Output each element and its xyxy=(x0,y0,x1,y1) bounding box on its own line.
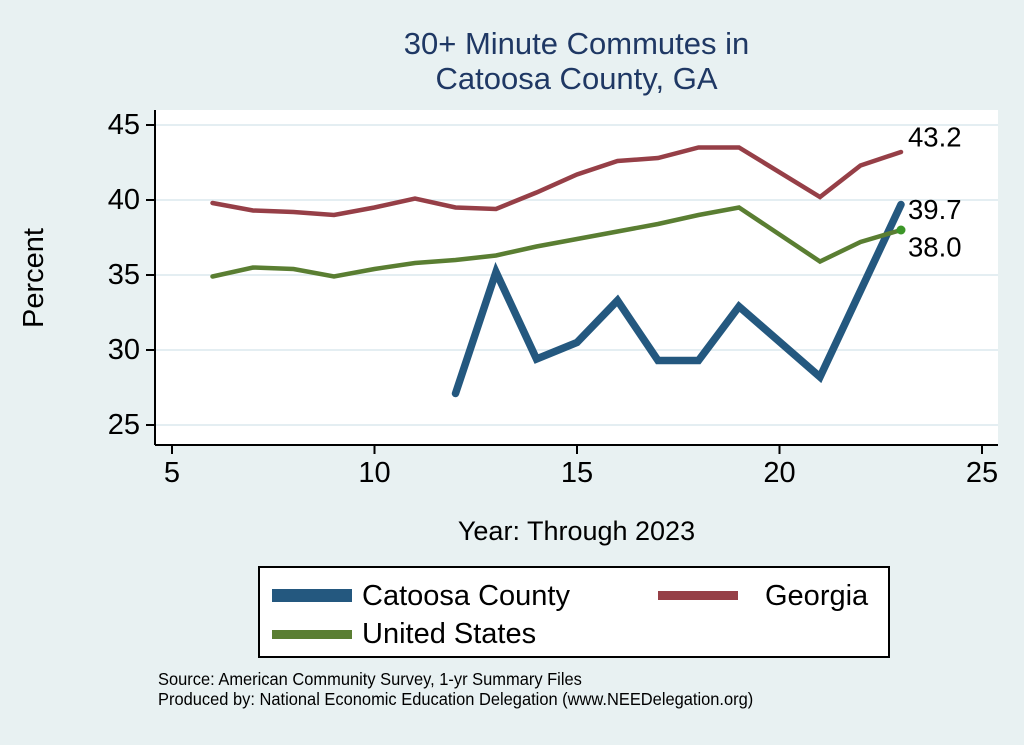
source-note: Source: American Community Survey, 1-yr … xyxy=(158,669,582,689)
end-value-label-united-states: 38.0 xyxy=(908,232,962,263)
chart-title: 30+ Minute Commutes in Catoosa County, G… xyxy=(155,26,998,96)
x-tick-label-25: 25 xyxy=(966,457,998,489)
end-value-label-georgia: 43.2 xyxy=(908,122,962,153)
y-tick-label-35: 35 xyxy=(108,259,140,291)
legend-label-catoosa-county: Catoosa County xyxy=(362,580,570,612)
series-end-marker-united-states xyxy=(896,225,906,235)
chart-title-line2: Catoosa County, GA xyxy=(435,61,718,96)
y-tick-label-25: 25 xyxy=(108,409,140,441)
x-axis-title: Year: Through 2023 xyxy=(457,516,696,546)
y-axis-title: Percent xyxy=(18,228,50,328)
y-tick-label-40: 40 xyxy=(108,184,140,216)
series-line-united-states xyxy=(210,205,904,279)
x-tick-label-20: 20 xyxy=(763,457,795,489)
legend-box: Catoosa County Georgia United States xyxy=(258,566,890,658)
legend-swatch-united-states xyxy=(272,630,352,639)
series-line-catoosa-county xyxy=(451,200,905,398)
y-tick-label-45: 45 xyxy=(108,109,140,141)
legend-label-united-states: United States xyxy=(362,618,537,650)
legend-label-georgia: Georgia xyxy=(765,580,869,612)
legend-swatch-georgia xyxy=(658,591,738,600)
y-tick-label-30: 30 xyxy=(108,334,140,366)
x-tick-label-5: 5 xyxy=(164,457,180,489)
series-line-georgia xyxy=(210,145,904,218)
x-tick-label-10: 10 xyxy=(358,457,390,489)
end-value-label-catoosa-county: 39.7 xyxy=(908,194,962,225)
producer-note: Produced by: National Economic Education… xyxy=(158,689,754,709)
legend-swatch-catoosa-county xyxy=(272,589,352,602)
chart-title-line1: 30+ Minute Commutes in xyxy=(403,26,750,61)
x-tick-label-15: 15 xyxy=(561,457,593,489)
